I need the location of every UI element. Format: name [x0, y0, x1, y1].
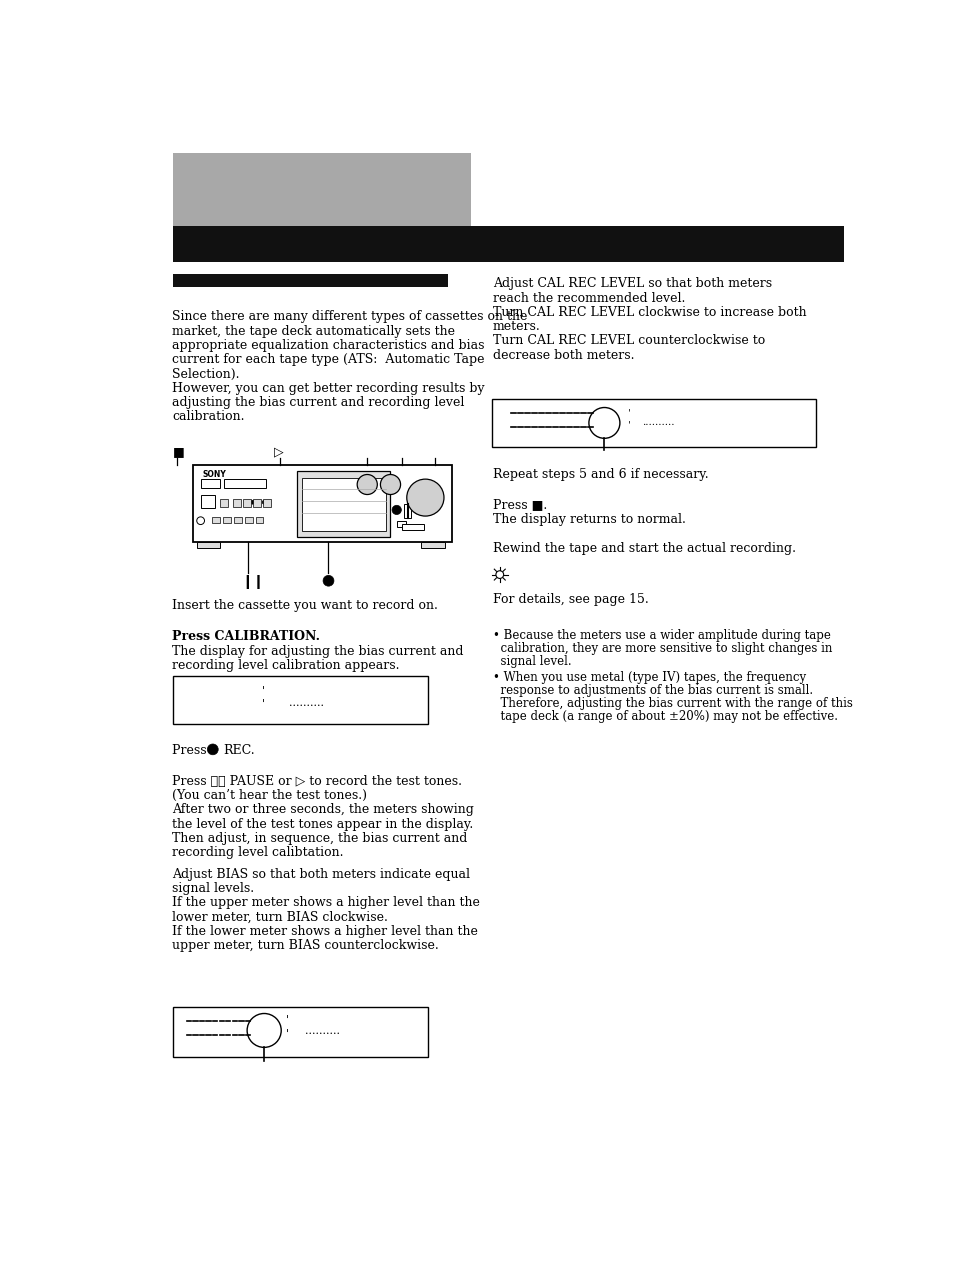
Bar: [193, 466, 452, 542]
Bar: [200, 495, 214, 509]
Text: However, you can get better recording results by: However, you can get better recording re…: [172, 382, 484, 394]
Bar: [172, 275, 447, 287]
Text: reach the recommended level.: reach the recommended level.: [492, 291, 684, 304]
Text: recording level calibration appears.: recording level calibration appears.: [172, 659, 399, 673]
Text: If the upper meter shows a higher level than the: If the upper meter shows a higher level …: [172, 897, 480, 909]
Text: Press ■.: Press ■.: [492, 497, 546, 510]
Text: current for each tape type (ATS:  Automatic Tape: current for each tape type (ATS: Automat…: [172, 354, 484, 366]
Bar: [396, 520, 406, 527]
Bar: [172, 226, 843, 262]
Circle shape: [207, 744, 218, 754]
Text: adjusting the bias current and recording level: adjusting the bias current and recording…: [172, 396, 464, 410]
Text: ■: ■: [172, 445, 184, 458]
Text: calibration.: calibration.: [172, 410, 245, 424]
Text: Adjust CAL REC LEVEL so that both meters: Adjust CAL REC LEVEL so that both meters: [492, 277, 771, 290]
Bar: [245, 516, 253, 523]
Text: recording level calibtation.: recording level calibtation.: [172, 846, 344, 859]
Text: ': ': [627, 421, 630, 430]
Text: Press ❙❙ PAUSE or ▷ to record the test tones.: Press ❙❙ PAUSE or ▷ to record the test t…: [172, 775, 462, 787]
Circle shape: [588, 407, 619, 439]
Text: signal level.: signal level.: [492, 655, 571, 668]
Text: ': ': [286, 1029, 289, 1039]
Text: Since there are many different types of cassettes on the: Since there are many different types of …: [172, 310, 527, 323]
Text: Rewind the tape and start the actual recording.: Rewind the tape and start the actual rec…: [492, 542, 795, 556]
Text: ❙❙: ❙❙: [241, 575, 265, 589]
Text: ▷: ▷: [274, 445, 284, 458]
Text: Selection).: Selection).: [172, 368, 240, 380]
Text: market, the tape deck automatically sets the: market, the tape deck automatically sets…: [172, 324, 455, 338]
Bar: [172, 153, 471, 226]
Bar: [492, 399, 815, 446]
Text: ': ': [286, 1015, 289, 1025]
Circle shape: [262, 500, 266, 504]
Text: ..........: ..........: [305, 1025, 340, 1035]
Text: • Because the meters use a wider amplitude during tape: • Because the meters use a wider amplitu…: [492, 628, 830, 641]
Text: ..........: ..........: [641, 417, 674, 426]
Circle shape: [392, 505, 401, 515]
Bar: [220, 499, 228, 506]
Text: ': ': [261, 686, 265, 696]
Text: lower meter, turn BIAS clockwise.: lower meter, turn BIAS clockwise.: [172, 911, 388, 923]
Bar: [302, 477, 385, 530]
Text: After two or three seconds, the meters showing: After two or three seconds, the meters s…: [172, 804, 474, 817]
Text: • When you use metal (type IV) tapes, the frequency: • When you use metal (type IV) tapes, th…: [492, 670, 805, 684]
Bar: [404, 504, 410, 518]
Circle shape: [380, 474, 400, 495]
Text: response to adjustments of the bias current is small.: response to adjustments of the bias curr…: [492, 684, 812, 697]
Bar: [243, 499, 251, 506]
Circle shape: [323, 575, 334, 586]
Bar: [224, 480, 266, 488]
Circle shape: [406, 480, 443, 516]
Circle shape: [251, 500, 254, 504]
Text: Turn CAL REC LEVEL counterclockwise to: Turn CAL REC LEVEL counterclockwise to: [492, 335, 764, 347]
Text: appropriate equalization characteristics and bias: appropriate equalization characteristics…: [172, 338, 484, 352]
Text: Turn CAL REC LEVEL clockwise to increase both: Turn CAL REC LEVEL clockwise to increase…: [492, 305, 805, 319]
Bar: [172, 677, 428, 724]
Text: Repeat steps 5 and 6 if necessary.: Repeat steps 5 and 6 if necessary.: [492, 468, 707, 481]
Text: Then adjust, in sequence, the bias current and: Then adjust, in sequence, the bias curre…: [172, 832, 467, 845]
Text: Press: Press: [172, 744, 211, 757]
Text: meters.: meters.: [492, 321, 539, 333]
Bar: [263, 499, 271, 506]
Bar: [212, 516, 220, 523]
Text: ': ': [261, 700, 265, 710]
Circle shape: [247, 1014, 281, 1047]
Text: SONY: SONY: [202, 469, 226, 478]
Text: tape deck (a range of about ±20%) may not be effective.: tape deck (a range of about ±20%) may no…: [492, 710, 837, 722]
Text: calibration, they are more sensitive to slight changes in: calibration, they are more sensitive to …: [492, 641, 831, 655]
Text: Therefore, adjusting the bias current with the range of this: Therefore, adjusting the bias current wi…: [492, 697, 852, 710]
Bar: [233, 499, 241, 506]
Bar: [255, 516, 263, 523]
Circle shape: [414, 506, 421, 514]
Bar: [233, 516, 241, 523]
Text: upper meter, turn BIAS counterclockwise.: upper meter, turn BIAS counterclockwise.: [172, 939, 438, 953]
Text: Insert the cassette you want to record on.: Insert the cassette you want to record o…: [172, 599, 437, 612]
Bar: [421, 542, 444, 548]
Text: signal levels.: signal levels.: [172, 883, 254, 895]
Text: The display for adjusting the bias current and: The display for adjusting the bias curre…: [172, 645, 463, 659]
Bar: [223, 516, 231, 523]
Text: ..........: ..........: [289, 698, 324, 707]
Text: The display returns to normal.: The display returns to normal.: [492, 513, 685, 527]
Text: ': ': [627, 408, 630, 417]
Text: decrease both meters.: decrease both meters.: [492, 349, 634, 361]
Text: Press CALIBRATION.: Press CALIBRATION.: [172, 630, 320, 644]
Circle shape: [196, 516, 204, 524]
Bar: [402, 524, 423, 530]
Bar: [200, 480, 220, 488]
Bar: [297, 472, 390, 537]
Text: (You can’t hear the test tones.): (You can’t hear the test tones.): [172, 789, 367, 803]
Text: Adjust BIAS so that both meters indicate equal: Adjust BIAS so that both meters indicate…: [172, 868, 470, 881]
Bar: [196, 542, 220, 548]
Bar: [253, 499, 261, 506]
Text: the level of the test tones appear in the display.: the level of the test tones appear in th…: [172, 818, 474, 831]
Circle shape: [496, 571, 503, 579]
Text: REC.: REC.: [223, 744, 254, 757]
Circle shape: [356, 474, 377, 495]
Text: If the lower meter shows a higher level than the: If the lower meter shows a higher level …: [172, 925, 477, 937]
Text: For details, see page 15.: For details, see page 15.: [492, 593, 648, 605]
Bar: [172, 1007, 428, 1057]
